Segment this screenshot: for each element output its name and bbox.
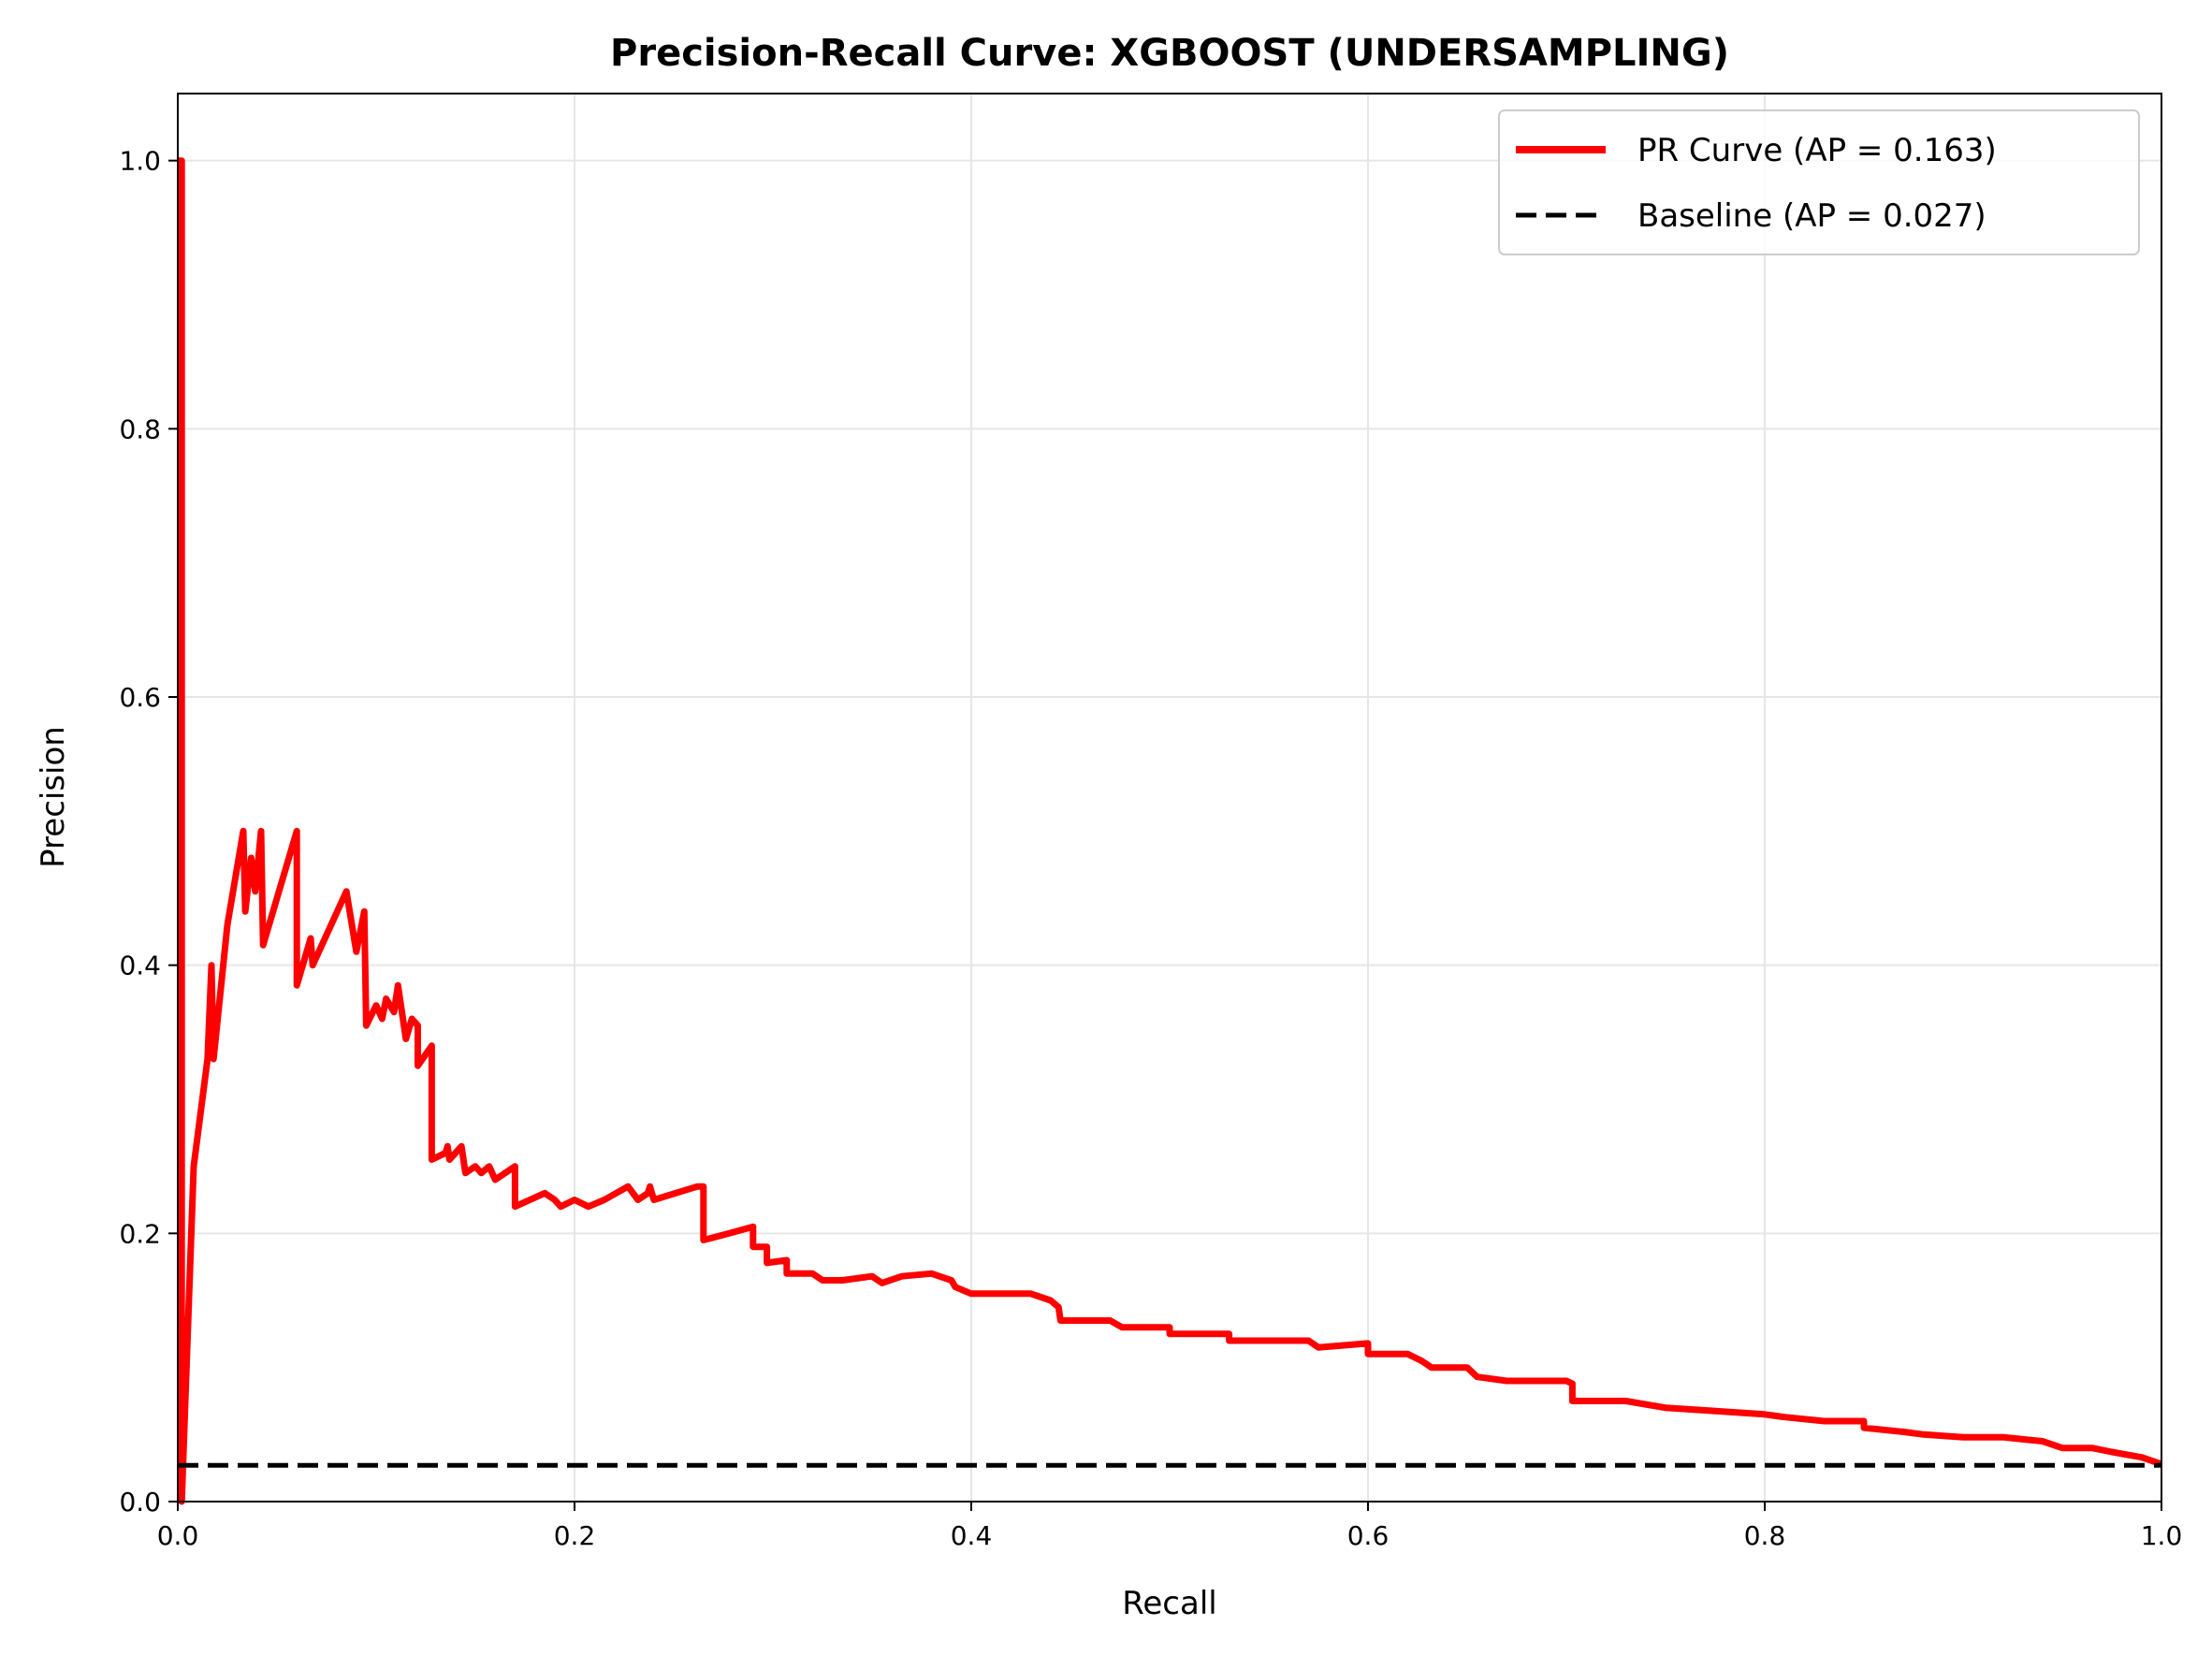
legend: PR Curve (AP = 0.163) Baseline (AP = 0.0…: [1498, 109, 2140, 255]
chart-title: Precision-Recall Curve: XGBOOST (UNDERSA…: [610, 32, 1729, 75]
legend-label-pr-curve: PR Curve (AP = 0.163): [1637, 132, 1997, 169]
x-tick-label: 0.6: [1347, 1520, 1390, 1551]
legend-box: [1498, 109, 2140, 255]
y-tick-label: 0.0: [119, 1487, 161, 1517]
series-layer: [178, 157, 2163, 1505]
pr-curve-line: [178, 157, 2163, 1505]
y-tick-label: 0.8: [119, 414, 161, 444]
x-tick-label: 0.2: [554, 1520, 596, 1551]
x-axis-label: Recall: [1122, 1585, 1216, 1622]
y-tick-label: 0.4: [119, 951, 161, 981]
x-tick-label: 0.4: [951, 1520, 993, 1551]
y-tick-label: 1.0: [119, 146, 161, 177]
y-tick-label: 0.2: [119, 1218, 161, 1249]
x-tick-label: 1.0: [2141, 1520, 2183, 1551]
plot-frame: [177, 93, 2162, 1503]
y-axis-label: Precision: [35, 726, 72, 868]
legend-label-baseline: Baseline (AP = 0.027): [1637, 197, 1986, 235]
y-tick-label: 0.6: [119, 682, 161, 713]
x-tick-label: 0.0: [157, 1520, 199, 1551]
axis-ticks: 0.0 0.2 0.4 0.6 0.8 1.0 0.0 0.2 0.4 0.6 0.8 1.0: [119, 146, 2182, 1551]
x-tick-label: 0.8: [1744, 1520, 1786, 1551]
grid: [177, 94, 2162, 1503]
